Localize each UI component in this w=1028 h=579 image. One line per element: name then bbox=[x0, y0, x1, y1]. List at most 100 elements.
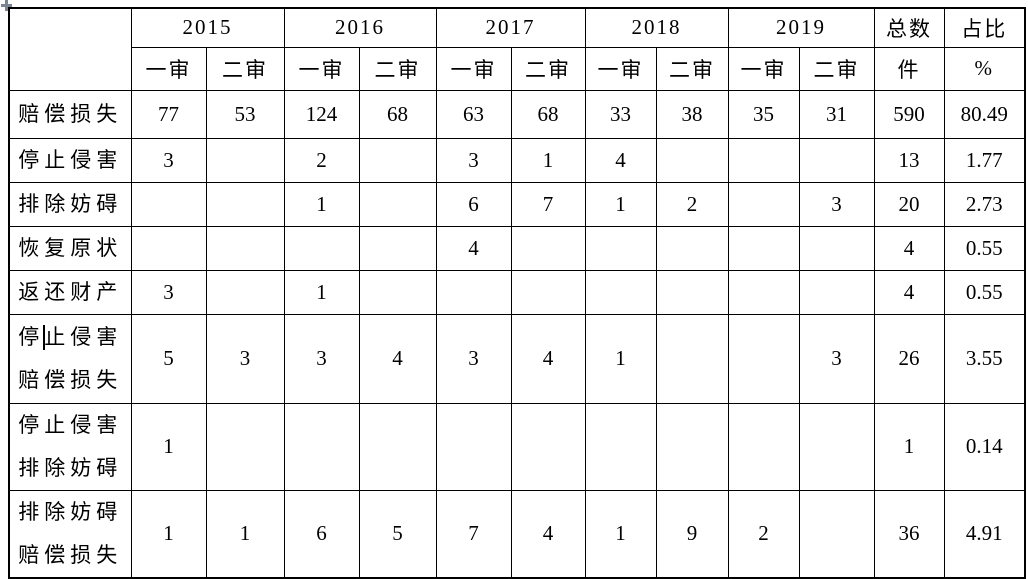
data-cell[interactable] bbox=[205, 137, 285, 183]
data-cell[interactable]: 1 bbox=[584, 489, 657, 578]
year-header-2018[interactable]: 2018 bbox=[584, 7, 729, 48]
ratio-cell[interactable]: 80.49 bbox=[943, 89, 1026, 139]
data-cell[interactable]: 3 bbox=[798, 181, 875, 227]
data-cell[interactable] bbox=[798, 225, 875, 271]
ratio-cell[interactable]: 0.14 bbox=[943, 402, 1026, 491]
instance-header[interactable]: 一审 bbox=[435, 46, 512, 91]
data-cell[interactable] bbox=[358, 402, 437, 491]
data-cell[interactable]: 4 bbox=[358, 313, 437, 404]
data-cell[interactable] bbox=[727, 313, 800, 404]
data-cell[interactable] bbox=[283, 402, 360, 491]
data-cell[interactable]: 4 bbox=[584, 137, 657, 183]
row-label-cell[interactable]: 赔偿损失 bbox=[8, 89, 132, 139]
total-cell[interactable]: 26 bbox=[873, 313, 945, 404]
total-cell[interactable]: 1 bbox=[873, 402, 945, 491]
data-cell[interactable] bbox=[205, 402, 285, 491]
data-cell[interactable] bbox=[798, 137, 875, 183]
data-cell[interactable] bbox=[584, 402, 657, 491]
data-cell[interactable]: 4 bbox=[435, 225, 512, 271]
data-cell[interactable]: 1 bbox=[584, 181, 657, 227]
data-cell[interactable]: 33 bbox=[584, 89, 657, 139]
data-cell[interactable]: 3 bbox=[435, 137, 512, 183]
data-cell[interactable] bbox=[798, 402, 875, 491]
ratio-cell[interactable]: 3.55 bbox=[943, 313, 1026, 404]
data-cell[interactable]: 1 bbox=[283, 269, 360, 315]
data-cell[interactable] bbox=[655, 225, 729, 271]
instance-header[interactable]: 一审 bbox=[283, 46, 360, 91]
data-cell[interactable]: 124 bbox=[283, 89, 360, 139]
total-cell[interactable]: 4 bbox=[873, 225, 945, 271]
instance-header[interactable]: 二审 bbox=[655, 46, 729, 91]
data-cell[interactable] bbox=[510, 225, 586, 271]
data-cell[interactable]: 3 bbox=[130, 137, 207, 183]
data-cell[interactable]: 2 bbox=[283, 137, 360, 183]
data-cell[interactable] bbox=[655, 269, 729, 315]
data-cell[interactable] bbox=[435, 402, 512, 491]
data-cell[interactable] bbox=[205, 225, 285, 271]
data-cell[interactable] bbox=[727, 402, 800, 491]
data-cell[interactable] bbox=[655, 313, 729, 404]
data-cell[interactable]: 4 bbox=[510, 489, 586, 578]
total-unit-header[interactable]: 件 bbox=[873, 46, 945, 91]
instance-header[interactable]: 一审 bbox=[727, 46, 800, 91]
data-cell[interactable]: 9 bbox=[655, 489, 729, 578]
data-cell[interactable] bbox=[435, 269, 512, 315]
year-header-2017[interactable]: 2017 bbox=[435, 7, 586, 48]
ratio-cell[interactable]: 2.73 bbox=[943, 181, 1026, 227]
instance-header[interactable]: 二审 bbox=[358, 46, 437, 91]
row-label-cell[interactable]: 停止侵害 排除妨碍 bbox=[8, 402, 132, 491]
data-cell[interactable]: 2 bbox=[727, 489, 800, 578]
data-cell[interactable] bbox=[655, 402, 729, 491]
data-cell[interactable]: 5 bbox=[358, 489, 437, 578]
data-cell[interactable]: 1 bbox=[130, 489, 207, 578]
total-cell[interactable]: 36 bbox=[873, 489, 945, 578]
data-cell[interactable] bbox=[798, 269, 875, 315]
data-cell[interactable]: 4 bbox=[510, 313, 586, 404]
data-cell[interactable] bbox=[727, 269, 800, 315]
data-cell[interactable]: 1 bbox=[205, 489, 285, 578]
data-cell[interactable]: 31 bbox=[798, 89, 875, 139]
data-cell[interactable] bbox=[205, 269, 285, 315]
total-cell[interactable]: 13 bbox=[873, 137, 945, 183]
data-cell[interactable]: 1 bbox=[584, 313, 657, 404]
instance-header[interactable]: 二审 bbox=[510, 46, 586, 91]
data-cell[interactable]: 5 bbox=[130, 313, 207, 404]
data-cell[interactable]: 3 bbox=[798, 313, 875, 404]
data-cell[interactable] bbox=[205, 181, 285, 227]
data-cell[interactable]: 7 bbox=[435, 489, 512, 578]
ratio-header[interactable]: 占比 bbox=[943, 7, 1026, 48]
table-move-handle-icon[interactable] bbox=[1, 0, 12, 11]
total-header[interactable]: 总数 bbox=[873, 7, 945, 48]
total-cell[interactable]: 590 bbox=[873, 89, 945, 139]
data-cell[interactable]: 77 bbox=[130, 89, 207, 139]
data-cell[interactable] bbox=[727, 181, 800, 227]
ratio-unit-header[interactable]: % bbox=[943, 46, 1026, 91]
data-cell[interactable] bbox=[130, 181, 207, 227]
instance-header[interactable]: 一审 bbox=[130, 46, 207, 91]
data-cell[interactable]: 2 bbox=[655, 181, 729, 227]
data-cell[interactable] bbox=[130, 225, 207, 271]
data-cell[interactable] bbox=[727, 225, 800, 271]
data-cell[interactable] bbox=[358, 137, 437, 183]
data-cell[interactable]: 1 bbox=[130, 402, 207, 491]
data-cell[interactable] bbox=[358, 225, 437, 271]
total-cell[interactable]: 20 bbox=[873, 181, 945, 227]
instance-header[interactable]: 一审 bbox=[584, 46, 657, 91]
data-cell[interactable] bbox=[798, 489, 875, 578]
data-cell[interactable]: 1 bbox=[283, 181, 360, 227]
data-cell[interactable]: 7 bbox=[510, 181, 586, 227]
data-cell[interactable] bbox=[584, 225, 657, 271]
data-cell[interactable]: 1 bbox=[510, 137, 586, 183]
data-cell[interactable]: 3 bbox=[130, 269, 207, 315]
data-cell[interactable] bbox=[655, 137, 729, 183]
year-header-2016[interactable]: 2016 bbox=[283, 7, 437, 48]
total-cell[interactable]: 4 bbox=[873, 269, 945, 315]
data-cell[interactable]: 6 bbox=[435, 181, 512, 227]
year-header-2015[interactable]: 2015 bbox=[130, 7, 285, 48]
data-cell[interactable] bbox=[727, 137, 800, 183]
instance-header[interactable]: 二审 bbox=[798, 46, 875, 91]
data-cell[interactable]: 68 bbox=[358, 89, 437, 139]
row-label-cell[interactable]: 返还财产 bbox=[8, 269, 132, 315]
row-label-cell[interactable]: 排除妨碍 bbox=[8, 181, 132, 227]
data-cell[interactable]: 68 bbox=[510, 89, 586, 139]
